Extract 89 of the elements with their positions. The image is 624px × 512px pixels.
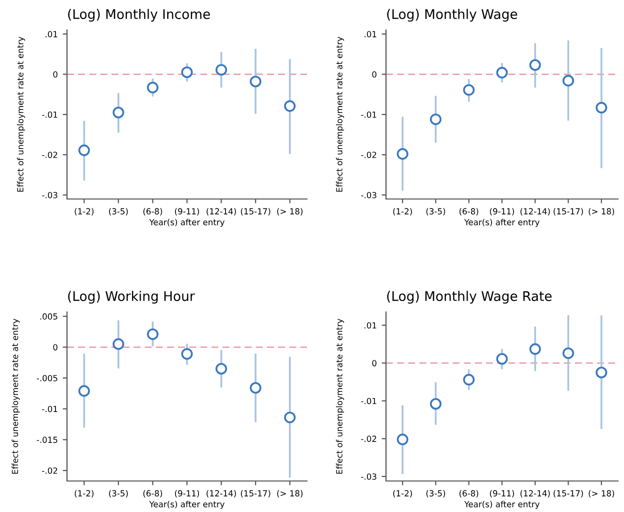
point (146, 82, 158, 94)
point (562, 347, 574, 359)
x-tick-label: (1-2) (74, 490, 94, 498)
point (216, 362, 228, 375)
x-tick-label: (9-11) (175, 490, 199, 498)
y-tick-label: -.01 (361, 111, 376, 118)
x-tick-label: (9-11) (175, 208, 199, 216)
y-tick-label: .01 (364, 322, 376, 329)
y-tick-label: -.02 (361, 436, 376, 442)
point (78, 385, 90, 397)
y-tick-label: 0 (372, 360, 376, 366)
point (78, 144, 90, 156)
y-axis-title: Effect of unemployment rate at entry (12, 318, 20, 474)
point (112, 338, 124, 350)
x-tick-label: (6-8) (143, 208, 162, 216)
point (430, 114, 442, 126)
x-tick-label: (3-5) (426, 490, 446, 498)
x-tick-label: (> 18) (277, 208, 303, 216)
x-tick-label: (3-5) (426, 208, 446, 216)
chart-title: (Log) Monthly Wage (387, 8, 518, 22)
y-axis-title: Effect of unemployment rate at entry (336, 36, 344, 192)
point (562, 74, 574, 86)
y-tick-label: -.01 (361, 398, 376, 404)
y-axis-title: Effect of unemployment rate at entry (16, 36, 26, 192)
point (529, 59, 541, 71)
x-tick-label: (15-17) (554, 208, 583, 216)
point (596, 102, 608, 114)
x-tick-label: (3-5) (109, 208, 128, 216)
point (216, 64, 228, 76)
y-tick-label: .01 (46, 31, 58, 38)
chart-title: (Log) Working Hour (68, 290, 195, 304)
x-tick-label: (1-2) (74, 208, 94, 216)
point (250, 76, 262, 88)
y-tick-label: -.02 (42, 467, 58, 474)
y-tick-label: -.03 (361, 192, 376, 198)
x-tick-label: (6-8) (460, 490, 478, 498)
x-axis-title: Year(s) after entry (149, 500, 225, 509)
x-tick-label: (15-17) (240, 490, 270, 498)
y-tick-label: -.03 (361, 473, 376, 480)
y-axis-title: Effect of unemployment rate at entry (336, 318, 344, 474)
point (496, 353, 508, 365)
x-tick-label: (> 18) (277, 490, 303, 498)
x-tick-label: (3-5) (109, 490, 128, 498)
point (112, 106, 124, 118)
y-tick-label: -.01 (42, 111, 58, 118)
point (181, 348, 193, 360)
x-axis-title: Year(s) after entry (464, 500, 540, 509)
point (396, 434, 408, 446)
chart-title: (Log) Monthly Income (68, 8, 210, 22)
point (596, 366, 608, 378)
x-tick-label: (> 18) (588, 490, 614, 498)
point (430, 398, 442, 410)
x-tick-label: (1-2) (393, 490, 412, 498)
x-tick-label: (6-8) (143, 490, 162, 498)
chart-title: (Log) Monthly Wage Rate (387, 290, 552, 304)
x-tick-label: (12-14) (520, 490, 550, 498)
point (250, 382, 262, 394)
y-tick-label: -.03 (42, 192, 58, 198)
point (284, 412, 296, 424)
y-tick-label: .01 (364, 31, 376, 38)
y-tick-label: 0 (53, 344, 58, 350)
x-tick-label: (12-14) (520, 208, 550, 216)
point (529, 343, 541, 355)
x-tick-label: (> 18) (588, 208, 614, 216)
x-axis-title: Year(s) after entry (149, 218, 225, 227)
y-tick-label: -.01 (42, 406, 58, 412)
point (396, 148, 408, 160)
y-tick-label: .005 (40, 313, 58, 320)
x-tick-label: (6-8) (460, 208, 478, 216)
x-tick-label: (12-14) (206, 208, 236, 216)
point (284, 100, 296, 112)
x-tick-label: (12-14) (206, 490, 236, 498)
point (463, 374, 475, 386)
point (496, 66, 508, 78)
y-tick-label: -.02 (42, 152, 58, 158)
point (181, 66, 193, 78)
y-tick-label: 0 (372, 71, 376, 78)
x-tick-label: (15-17) (554, 490, 583, 498)
point (146, 328, 158, 340)
y-tick-label: -.015 (36, 436, 58, 443)
y-tick-label: -.005 (36, 374, 58, 382)
x-tick-label: (1-2) (393, 208, 412, 216)
y-tick-label: 0 (53, 71, 58, 78)
x-tick-label: (15-17) (240, 208, 270, 216)
point (463, 84, 475, 96)
x-axis-title: Year(s) after entry (464, 218, 540, 227)
y-tick-label: -.02 (361, 152, 376, 158)
x-tick-label: (9-11) (490, 490, 514, 498)
x-tick-label: (9-11) (490, 208, 514, 216)
